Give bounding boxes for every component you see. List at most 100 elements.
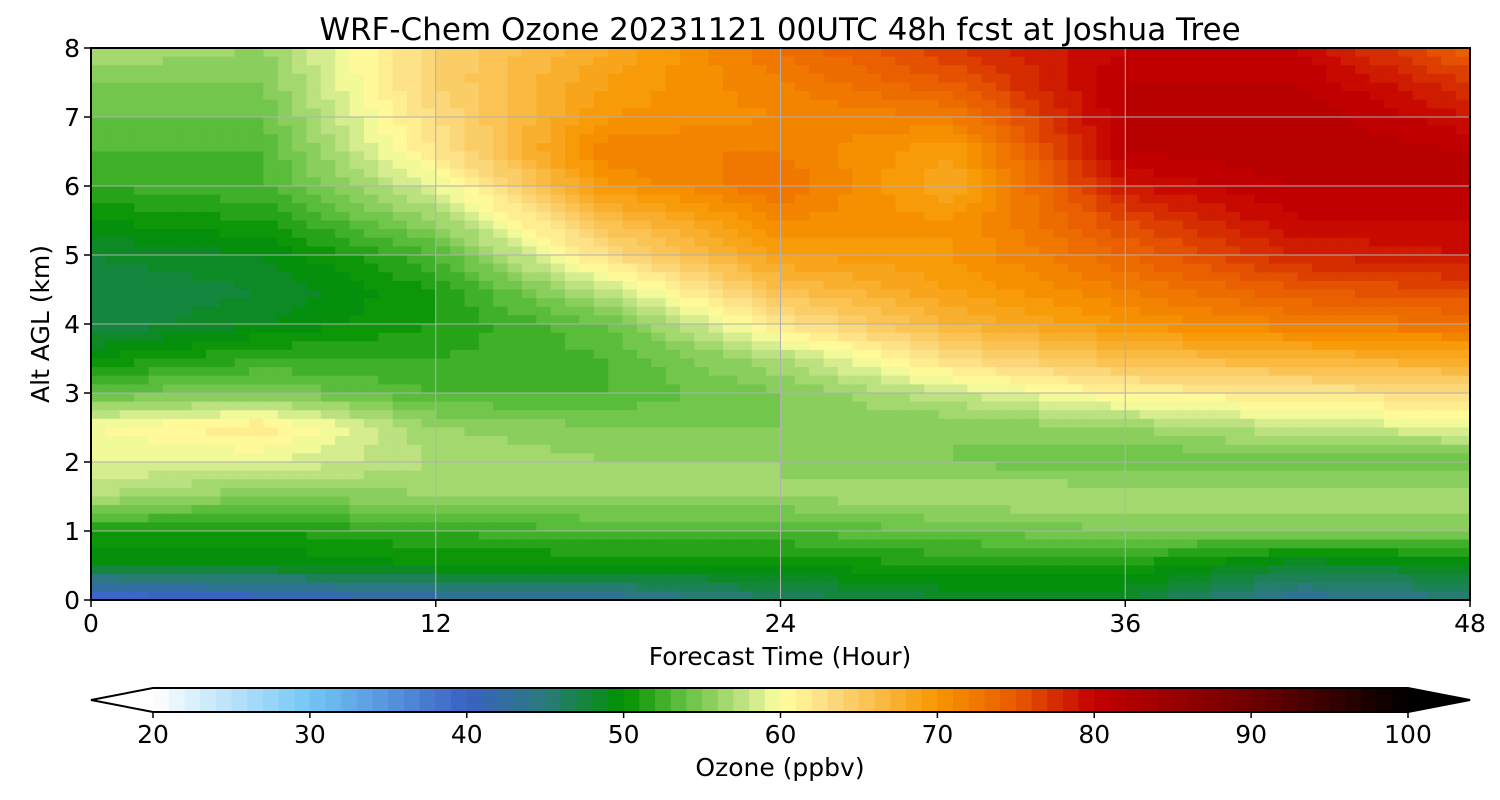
heatmap-cell xyxy=(191,203,207,213)
heatmap-cell xyxy=(105,410,121,420)
heatmap-cell xyxy=(119,203,135,213)
heatmap-cell xyxy=(335,358,351,368)
heatmap-cell xyxy=(881,142,897,153)
heatmap-cell xyxy=(1039,306,1055,316)
heatmap-cell xyxy=(91,315,106,325)
heatmap-cell xyxy=(191,462,207,472)
heatmap-cell xyxy=(651,393,667,403)
heatmap-cell xyxy=(1254,99,1270,109)
heatmap-cell xyxy=(1225,220,1241,230)
heatmap-cell xyxy=(909,263,925,273)
heatmap-cell xyxy=(1168,349,1184,360)
heatmap-cell xyxy=(1197,358,1213,368)
heatmap-cell xyxy=(507,410,523,420)
heatmap-cell xyxy=(1369,401,1385,411)
heatmap-cell xyxy=(622,134,638,144)
heatmap-cell xyxy=(507,229,523,239)
heatmap-cell xyxy=(1110,358,1126,368)
heatmap-cell xyxy=(105,315,121,325)
heatmap-cell xyxy=(593,410,609,420)
heatmap-cell xyxy=(1010,349,1026,360)
heatmap-cell xyxy=(177,315,193,325)
heatmap-cell xyxy=(1297,324,1313,334)
heatmap-cell xyxy=(1297,142,1313,153)
heatmap-cell xyxy=(1096,384,1112,394)
heatmap-cell xyxy=(363,229,379,239)
heatmap-cell xyxy=(148,289,164,299)
heatmap-cell xyxy=(723,142,738,153)
heatmap-cell xyxy=(1340,479,1356,489)
heatmap-cell xyxy=(909,427,925,437)
heatmap-cell xyxy=(622,462,638,472)
heatmap-cell xyxy=(1197,436,1213,446)
heatmap-cell xyxy=(995,186,1011,196)
heatmap-cell xyxy=(1268,125,1284,135)
heatmap-cell xyxy=(277,48,293,58)
heatmap-cell xyxy=(148,65,164,75)
heatmap-cell xyxy=(249,358,264,368)
heatmap-cell xyxy=(694,82,710,92)
heatmap-cell xyxy=(1153,168,1169,178)
heatmap-cell xyxy=(1297,298,1313,308)
heatmap-cell xyxy=(636,134,652,144)
heatmap-cell xyxy=(550,487,566,498)
heatmap-cell xyxy=(1067,272,1083,282)
heatmap-cell xyxy=(952,298,968,308)
heatmap-cell xyxy=(91,298,106,308)
heatmap-cell xyxy=(967,375,983,385)
heatmap-cell xyxy=(1369,134,1385,144)
heatmap-cell xyxy=(1197,306,1213,316)
heatmap-cell xyxy=(277,151,293,161)
heatmap-cell xyxy=(1125,358,1141,368)
heatmap-cell xyxy=(579,108,595,118)
heatmap-cell xyxy=(1125,367,1141,377)
heatmap-cell xyxy=(1082,349,1098,360)
heatmap-cell xyxy=(249,73,264,84)
heatmap-cell xyxy=(421,82,437,92)
heatmap-cell xyxy=(565,194,580,204)
heatmap-cell xyxy=(1426,401,1442,411)
heatmap-cell xyxy=(723,91,738,101)
heatmap-cell xyxy=(737,470,753,480)
heatmap-cell xyxy=(565,280,580,291)
heatmap-cell xyxy=(1383,134,1399,144)
heatmap-cell xyxy=(1053,237,1069,247)
heatmap-cell xyxy=(335,117,351,127)
heatmap-cell xyxy=(392,65,408,75)
heatmap-cell xyxy=(292,272,308,282)
heatmap-cell xyxy=(1311,151,1327,161)
heatmap-cell xyxy=(1340,393,1356,403)
heatmap-cell xyxy=(952,332,968,342)
heatmap-cell xyxy=(1283,298,1299,308)
heatmap-cell xyxy=(1240,65,1256,75)
heatmap-cell xyxy=(565,358,580,368)
heatmap-cell xyxy=(1297,462,1313,472)
heatmap-cell xyxy=(679,134,695,144)
heatmap-cell xyxy=(105,349,121,360)
heatmap-cell xyxy=(1268,73,1284,84)
heatmap-cell xyxy=(1326,332,1342,342)
heatmap-cell xyxy=(1240,384,1256,394)
heatmap-cell xyxy=(249,384,264,394)
heatmap-cell xyxy=(234,358,250,368)
heatmap-cell xyxy=(91,341,106,351)
heatmap-cell xyxy=(105,453,121,463)
heatmap-cell xyxy=(1326,65,1342,75)
heatmap-cell xyxy=(349,168,365,178)
heatmap-cell xyxy=(737,211,753,222)
heatmap-cell xyxy=(651,48,667,58)
heatmap-cell xyxy=(952,203,968,213)
heatmap-cell xyxy=(1024,263,1040,273)
heatmap-cell xyxy=(521,341,537,351)
heatmap-cell xyxy=(191,341,207,351)
heatmap-cell xyxy=(780,177,796,187)
heatmap-cell xyxy=(320,177,336,187)
heatmap-cell xyxy=(91,211,106,222)
heatmap-cell xyxy=(823,203,839,213)
heatmap-cell xyxy=(105,470,121,480)
heatmap-cell xyxy=(766,401,782,411)
heatmap-cell xyxy=(694,255,710,265)
heatmap-cell xyxy=(450,91,466,101)
heatmap-cell xyxy=(177,134,193,144)
heatmap-cell xyxy=(924,306,940,316)
